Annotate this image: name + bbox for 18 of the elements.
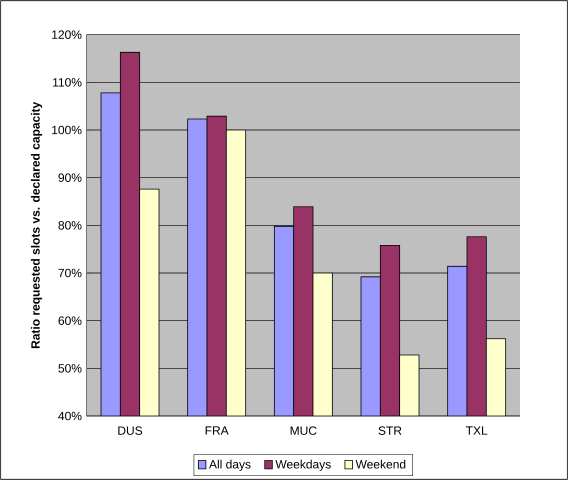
y-tick-label: 40% (58, 412, 82, 420)
y-tick-label: 60% (58, 316, 82, 325)
y-tick-label: 110% (53, 78, 82, 87)
y-tick-label: 100% (52, 126, 82, 134)
x-tick-label: FRA (206, 426, 229, 435)
y-tick-label: 120% (52, 30, 82, 39)
y-tick-label: 80% (58, 221, 82, 230)
x-tick-label: TXL (466, 426, 488, 435)
y-axis-title: Ratio requested slots vs. declared capacity (30, 102, 42, 348)
x-tick-label: STR (378, 426, 402, 435)
legend-label: Weekdays (275, 460, 331, 471)
x-tick-label: MUC (290, 426, 317, 435)
y-tick-label: 90% (58, 173, 82, 182)
x-tick-label: DUS (118, 426, 142, 435)
y-tick-label: 50% (58, 364, 82, 373)
legend-label: Weekend (356, 460, 406, 469)
y-tick-label: 70% (58, 268, 82, 278)
legend-label: All days (209, 460, 251, 471)
